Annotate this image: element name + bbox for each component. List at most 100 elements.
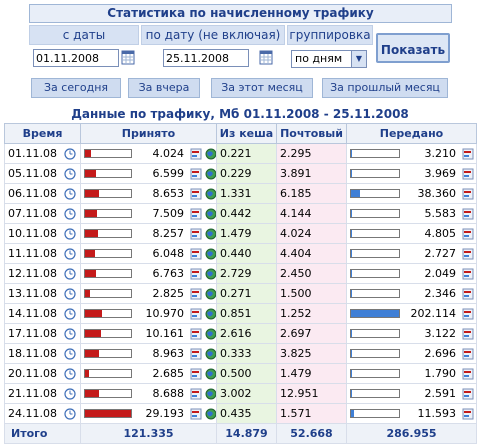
chart-icon[interactable] <box>190 287 202 300</box>
chart-icon[interactable] <box>462 307 474 320</box>
row-mail-cell: 4.144 <box>276 203 347 224</box>
chart-icon[interactable] <box>190 307 202 320</box>
grouping-select[interactable]: по дням ▼ <box>291 50 367 68</box>
row-time-cell: 10.11.08 <box>4 223 81 244</box>
grouping-select-value: по дням <box>295 52 343 65</box>
globe-icon[interactable] <box>205 247 216 260</box>
row-time-cell: 07.11.08 <box>4 203 81 224</box>
to-date-input[interactable]: 25.11.2008 <box>163 49 249 67</box>
calendar-icon[interactable] <box>121 49 135 65</box>
chart-icon[interactable] <box>462 187 474 200</box>
clock-icon[interactable] <box>64 247 77 260</box>
chart-icon[interactable] <box>190 267 202 280</box>
table-row: 13.11.08 2.825 0.271 1.500 2.346 <box>4 283 477 304</box>
today-button[interactable]: За сегодня <box>31 78 121 98</box>
received-value: 8.257 <box>152 227 185 241</box>
clock-icon[interactable] <box>64 187 77 200</box>
globe-icon[interactable] <box>205 267 216 280</box>
chart-icon[interactable] <box>190 347 202 360</box>
sent-bar <box>350 189 400 199</box>
row-received-cell: 2.685 <box>80 363 217 384</box>
chart-icon[interactable] <box>190 187 202 200</box>
chart-icon[interactable] <box>462 407 474 420</box>
globe-icon[interactable] <box>205 387 216 400</box>
row-mail-cell: 4.404 <box>276 243 347 264</box>
clock-icon[interactable] <box>64 147 77 160</box>
this-month-button[interactable]: За этот месяц <box>211 78 313 98</box>
chart-icon[interactable] <box>462 207 474 220</box>
row-cache-cell: 0.442 <box>216 203 277 224</box>
globe-icon[interactable] <box>205 147 216 160</box>
row-sent-cell: 3.122 <box>346 323 477 344</box>
globe-icon[interactable] <box>205 327 216 340</box>
chart-icon[interactable] <box>462 267 474 280</box>
last-month-button[interactable]: За прошлый месяц <box>322 78 448 98</box>
chart-icon[interactable] <box>190 227 202 240</box>
globe-icon[interactable] <box>205 307 216 320</box>
globe-icon[interactable] <box>205 167 216 180</box>
chart-icon[interactable] <box>190 407 202 420</box>
chart-icon[interactable] <box>190 247 202 260</box>
clock-icon[interactable] <box>64 207 77 220</box>
chevron-down-icon[interactable]: ▼ <box>351 51 366 67</box>
chart-icon[interactable] <box>462 347 474 360</box>
clock-icon[interactable] <box>64 347 77 360</box>
clock-icon[interactable] <box>64 227 77 240</box>
chart-icon[interactable] <box>190 147 202 160</box>
received-bar <box>84 329 132 339</box>
yesterday-button[interactable]: За вчера <box>128 78 200 98</box>
row-received-cell: 2.825 <box>80 283 217 304</box>
chart-icon[interactable] <box>462 287 474 300</box>
mail-value: 6.185 <box>280 187 312 200</box>
chart-icon[interactable] <box>190 387 202 400</box>
clock-icon[interactable] <box>64 267 77 280</box>
globe-icon[interactable] <box>205 227 216 240</box>
chart-icon[interactable] <box>190 207 202 220</box>
mail-value: 12.951 <box>280 387 319 400</box>
traffic-table: Время Принято Из кеша Почтовый Передано … <box>4 123 477 444</box>
chart-icon[interactable] <box>462 227 474 240</box>
chart-icon[interactable] <box>462 147 474 160</box>
chart-icon[interactable] <box>462 327 474 340</box>
cache-value: 0.221 <box>220 147 252 160</box>
sent-bar <box>350 349 400 359</box>
header-cache[interactable]: Из кеша <box>216 123 277 144</box>
header-sent[interactable]: Передано <box>346 123 477 144</box>
chart-icon[interactable] <box>462 247 474 260</box>
chart-icon[interactable] <box>190 327 202 340</box>
header-time[interactable]: Время <box>4 123 81 144</box>
total-label: Итого <box>4 423 81 444</box>
cache-value: 0.442 <box>220 207 252 220</box>
show-button[interactable]: Показать <box>376 33 450 63</box>
clock-icon[interactable] <box>64 367 77 380</box>
globe-icon[interactable] <box>205 347 216 360</box>
globe-icon[interactable] <box>205 187 216 200</box>
from-date-input[interactable]: 01.11.2008 <box>33 49 119 67</box>
row-sent-cell: 1.790 <box>346 363 477 384</box>
header-received[interactable]: Принято <box>80 123 217 144</box>
clock-icon[interactable] <box>64 387 77 400</box>
row-sent-cell: 3.210 <box>346 143 477 164</box>
chart-icon[interactable] <box>462 387 474 400</box>
clock-icon[interactable] <box>64 307 77 320</box>
total-row: Итого 121.335 14.879 52.668 286.955 <box>4 423 477 444</box>
header-mail[interactable]: Почтовый <box>276 123 347 144</box>
clock-icon[interactable] <box>64 407 77 420</box>
row-cache-cell: 0.440 <box>216 243 277 264</box>
chart-icon[interactable] <box>462 367 474 380</box>
chart-icon[interactable] <box>462 167 474 180</box>
globe-icon[interactable] <box>205 287 216 300</box>
clock-icon[interactable] <box>64 287 77 300</box>
row-received-cell: 29.193 <box>80 403 217 424</box>
globe-icon[interactable] <box>205 407 216 420</box>
globe-icon[interactable] <box>205 367 216 380</box>
globe-icon[interactable] <box>205 207 216 220</box>
chart-icon[interactable] <box>190 167 202 180</box>
received-value: 8.963 <box>152 347 185 361</box>
row-cache-cell: 0.500 <box>216 363 277 384</box>
chart-icon[interactable] <box>190 367 202 380</box>
clock-icon[interactable] <box>64 327 77 340</box>
mail-value: 2.295 <box>280 147 312 160</box>
clock-icon[interactable] <box>64 167 77 180</box>
calendar-icon[interactable] <box>259 49 273 65</box>
